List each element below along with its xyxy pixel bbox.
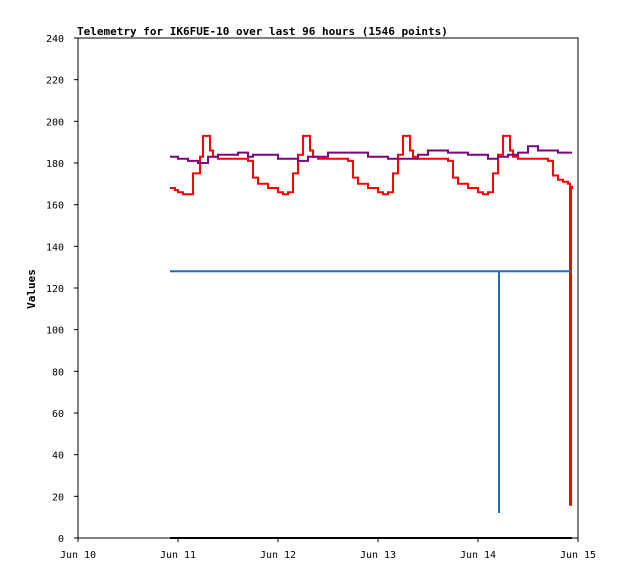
series-line-2 [170,270,572,513]
y-tick-label: 220 [46,76,64,87]
x-tick-label: Jun 14 [460,550,496,561]
y-tick-label: 20 [52,492,64,503]
y-tick-label: 140 [46,242,64,253]
y-tick-label: 180 [46,159,64,170]
y-tick-label: 80 [52,367,64,378]
y-tick-label: 100 [46,326,64,337]
ticks-layer: 0 20 40 60 80 100 120 140 160 180 200 220 240 Jun 10 J… [46,34,596,561]
x-tick-label: Jun 13 [360,550,396,561]
y-tick-label: 40 [52,451,64,462]
series-layer [170,134,573,539]
x-tick-label: Jun 15 [560,550,596,561]
y-tick-label: 240 [46,34,64,45]
x-tick-label: Jun 10 [60,550,96,561]
y-tick-label: 160 [46,201,64,212]
y-tick-label: 200 [46,117,64,128]
plot-frame [77,37,579,539]
series-line-0 [170,134,573,506]
y-tick-label: 0 [58,534,64,545]
x-tick-label: Jun 12 [260,550,296,561]
y-tick-label: 60 [52,409,64,420]
x-tick-label: Jun 11 [160,550,196,561]
y-axis-label: Values [25,269,38,309]
series-line-1 [170,145,572,164]
chart-title: Telemetry for IK6FUE-10 over last 96 hou… [77,25,448,38]
y-tick-label: 120 [46,284,64,295]
